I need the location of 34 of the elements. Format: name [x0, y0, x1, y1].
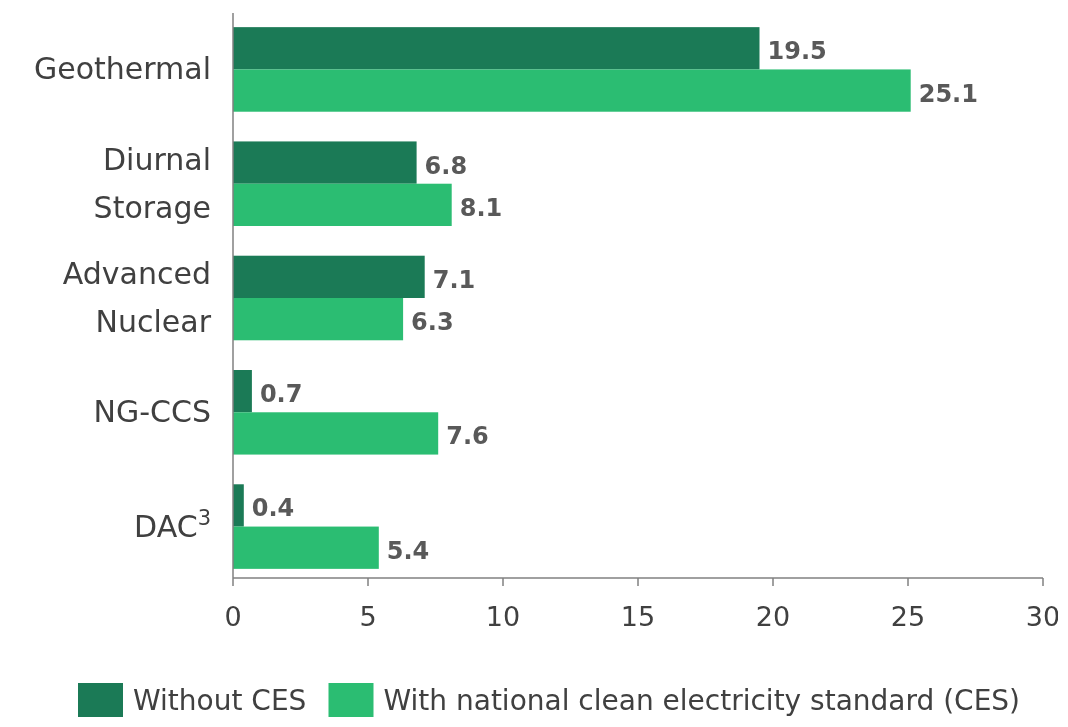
x-tick-label: 5 — [359, 601, 377, 632]
bar — [233, 526, 379, 569]
data-label: 8.1 — [459, 193, 503, 222]
bar — [233, 484, 244, 527]
data-label: 19.5 — [767, 37, 827, 66]
y-tick-label: Advanced Nuclear — [62, 256, 212, 339]
x-tick-label: 15 — [620, 601, 656, 632]
legend-label: Without CES — [133, 684, 307, 717]
x-tick-label: 30 — [1025, 601, 1061, 632]
bar — [233, 412, 439, 455]
data-label: 7.6 — [446, 422, 489, 451]
data-label: 7.1 — [432, 265, 476, 294]
y-tick-label: DAC$^{3}$ — [134, 505, 211, 544]
data-label: 6.3 — [411, 308, 454, 337]
bar — [233, 69, 911, 112]
x-tick-label: 25 — [890, 601, 926, 632]
legend-label: With national clean electricity standard (CES) — [383, 684, 1021, 717]
data-label: 6.8 — [424, 151, 468, 180]
bar — [233, 255, 425, 298]
x-tick-label: 20 — [755, 601, 791, 632]
bar — [233, 183, 452, 226]
y-tick-label: Geothermal — [33, 51, 211, 87]
x-tick-label: 0 — [224, 601, 242, 632]
bar — [233, 141, 417, 184]
bar — [233, 27, 760, 70]
bar — [233, 298, 404, 341]
data-label: 25.1 — [918, 79, 978, 108]
y-tick-label: Diurnal Storage — [93, 141, 211, 225]
bar — [233, 370, 252, 413]
y-tick-label: NG-CCS — [93, 394, 211, 430]
x-tick-label: 10 — [485, 601, 521, 632]
data-label: 0.4 — [251, 494, 295, 523]
data-label: 5.4 — [386, 536, 430, 565]
data-label: 0.7 — [259, 380, 303, 409]
